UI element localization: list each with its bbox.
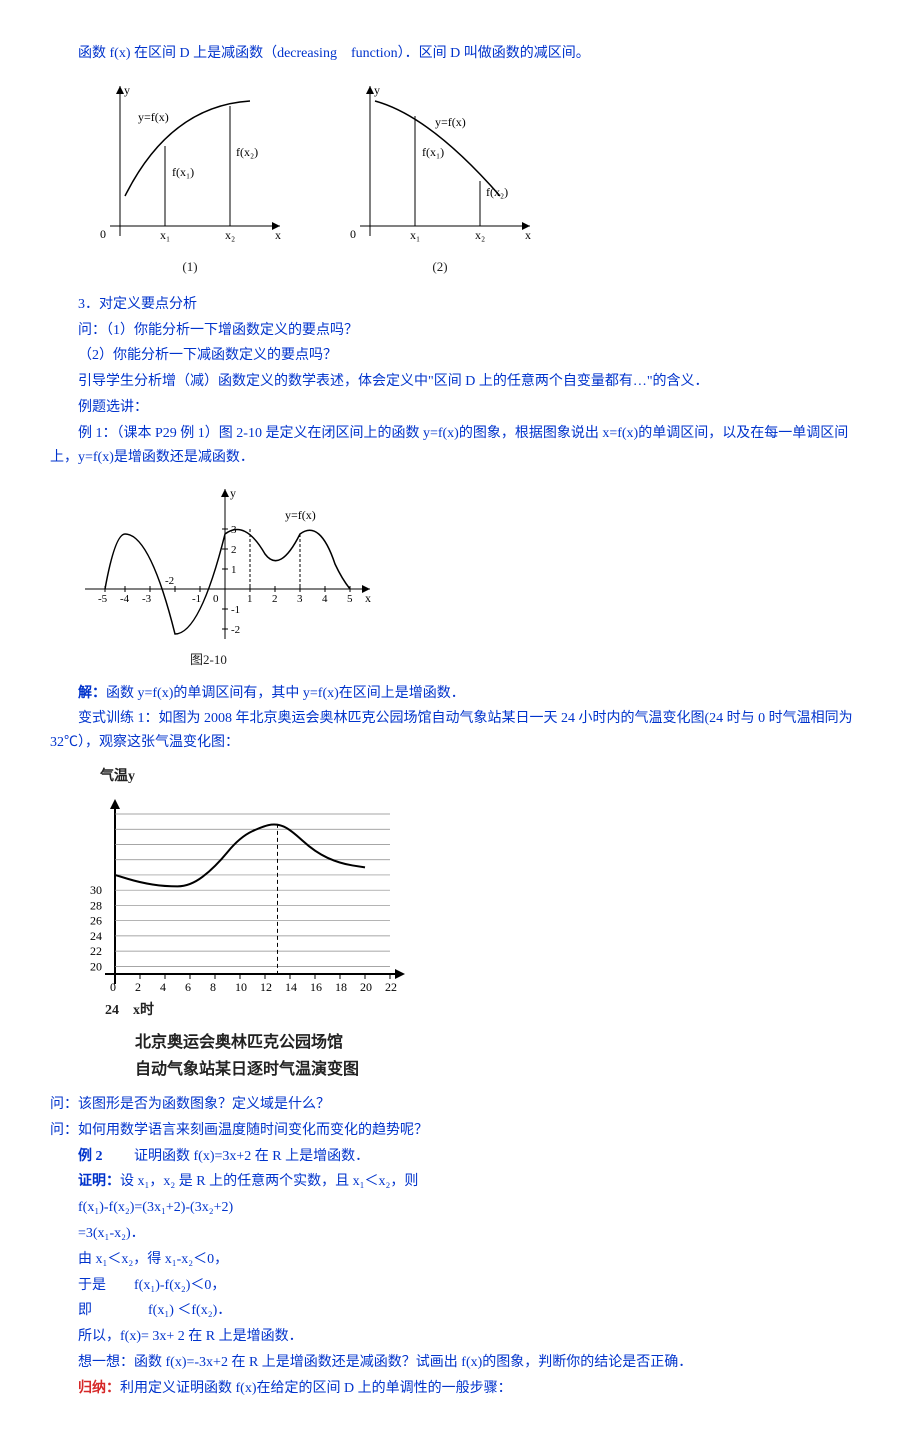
x2-tick: x₂ <box>225 228 235 242</box>
xtick: 0 <box>213 593 219 605</box>
fx1: f(x₁) <box>422 145 444 159</box>
solution-text: 函数 y=f(x)的单调区间有，其中 y=f(x)在区间上是增函数． <box>106 686 465 701</box>
x-label: x <box>525 228 531 242</box>
temp-caption-2: 自动气象站某日逐时气温演变图 <box>135 1056 870 1083</box>
svg-text:30: 30 <box>90 883 102 897</box>
ytick: 1 <box>231 564 237 576</box>
curve-label: y=f(x) <box>285 508 316 522</box>
solution-label: 解： <box>78 686 106 701</box>
proof-7: 所以，f(x)= 3x+ 2 在 R 上是增函数． <box>50 1325 870 1349</box>
proof-4: 由 x₁＜x₂，得 x₁-x₂＜0， <box>50 1248 870 1272</box>
x-label: x <box>365 591 371 605</box>
proof-2: f(x₁)-f(x₂)=(3x₁+2)-(3x₂+2) <box>50 1196 870 1220</box>
svg-text:22: 22 <box>90 944 102 958</box>
curve-label: y=f(x) <box>138 110 169 124</box>
temp-caption-1: 北京奥运会奥林匹克公园场馆 <box>135 1029 870 1056</box>
svg-text:14: 14 <box>285 980 297 994</box>
x1-tick: x₁ <box>160 228 170 242</box>
svg-text:18: 18 <box>335 980 347 994</box>
svg-text:12: 12 <box>260 980 272 994</box>
summary-text: 利用定义证明函数 f(x)在给定的区间 D 上的单调性的一般步骤： <box>120 1381 512 1396</box>
xtick: 2 <box>272 593 278 605</box>
xtick: 5 <box>347 593 353 605</box>
fx2: f(x₂) <box>486 185 508 199</box>
svg-text:20: 20 <box>360 980 372 994</box>
ytick: 2 <box>231 544 237 556</box>
diagrams-increasing-decreasing: y x 0 y=f(x) f(x₁) f(x₂) x₁ x₂ (1) y x 0… <box>90 76 870 278</box>
fx2: f(x₂) <box>236 145 258 159</box>
fig-caption: 图2-10 <box>190 649 870 671</box>
y-label: y <box>124 83 130 97</box>
temp-xlabel: 24 x时 <box>105 999 870 1023</box>
section-3-title: 3．对定义要点分析 <box>50 293 870 317</box>
svg-text:26: 26 <box>90 913 102 927</box>
proof-label: 证明： <box>78 1174 120 1189</box>
summary-label: 归纳： <box>78 1381 120 1396</box>
xtick: -1 <box>192 593 201 605</box>
proof-5: 于是 f(x₁)-f(x₂)＜0， <box>50 1274 870 1298</box>
xtick-neg3: -3 <box>142 593 152 605</box>
fx1: f(x₁) <box>172 165 194 179</box>
caption-2: (2) <box>340 256 540 278</box>
ytick: -1 <box>231 604 240 616</box>
proof-3: =3(x₁-x₂)． <box>50 1222 870 1246</box>
proof-line-1: 证明：设 x₁，x₂ 是 R 上的任意两个实数，且 x₁＜x₂，则 <box>50 1170 870 1194</box>
guide-text: 引导学生分析增（减）函数定义的数学表述，体会定义中"区间 D 上的任意两个自变量… <box>50 370 870 394</box>
diagram-decreasing: y x 0 y=f(x) f(x₁) f(x₂) x₁ x₂ (2) <box>340 76 540 278</box>
x-label: x <box>275 228 281 242</box>
xtick: 1 <box>247 593 253 605</box>
origin: 0 <box>350 227 356 241</box>
example-2-line: 例 2 证明函数 f(x)=3x+2 在 R 上是增函数． <box>50 1145 870 1169</box>
x1-tick: x₁ <box>410 228 420 242</box>
svg-text:20: 20 <box>90 959 102 973</box>
summary-line: 归纳：利用定义证明函数 f(x)在给定的区间 D 上的单调性的一般步骤： <box>50 1377 870 1401</box>
temperature-chart: 气温y 302826242220 0246810121416182022 24 … <box>80 765 870 1083</box>
proof-6: 即 f(x₁) ＜f(x₂)． <box>50 1299 870 1323</box>
caption-1: (1) <box>90 256 290 278</box>
svg-text:8: 8 <box>210 980 216 994</box>
svg-text:10: 10 <box>235 980 247 994</box>
svg-text:22: 22 <box>385 980 397 994</box>
xtick: 3 <box>297 593 303 605</box>
diagram-increasing: y x 0 y=f(x) f(x₁) f(x₂) x₁ x₂ (1) <box>90 76 290 278</box>
ytick: -2 <box>231 624 240 636</box>
question-2: （2）你能分析一下减函数定义的要点吗？ <box>50 344 870 368</box>
example-2-text: 证明函数 f(x)=3x+2 在 R 上是增函数． <box>134 1149 369 1164</box>
x2-tick: x₂ <box>475 228 485 242</box>
question-4: 问：该图形是否为函数图象？定义域是什么？ <box>50 1093 870 1117</box>
svg-text:2: 2 <box>135 980 141 994</box>
think: 想一想：函数 f(x)=-3x+2 在 R 上是增函数还是减函数？试画出 f(x… <box>50 1351 870 1375</box>
figure-2-10: y x y=f(x) 3 2 1 -1 -2 -5 -4 -2 -1 0 1 2… <box>80 479 870 671</box>
svg-text:28: 28 <box>90 898 102 912</box>
svg-text:24: 24 <box>90 929 102 943</box>
example-2-label: 例 2 <box>78 1149 103 1164</box>
question-5: 问：如何用数学语言来刻画温度随时间变化而变化的趋势呢？ <box>50 1119 870 1143</box>
svg-text:16: 16 <box>310 980 322 994</box>
svg-text:4: 4 <box>160 980 166 994</box>
xtick: -5 <box>98 593 108 605</box>
definition-decreasing: 函数 f(x) 在区间 D 上是减函数（decreasing function）… <box>50 42 870 66</box>
svg-text:6: 6 <box>185 980 191 994</box>
xtick: 4 <box>322 593 328 605</box>
temp-ylabel: 气温y <box>100 765 870 789</box>
variant-1: 变式训练 1：如图为 2008 年北京奥运会奥林匹克公园场馆自动气象站某日一天 … <box>50 707 870 755</box>
origin: 0 <box>100 227 106 241</box>
xtick: -2 <box>165 575 174 587</box>
example-1: 例 1：（课本 P29 例 1）图 2-10 是定义在闭区间上的函数 y=f(x… <box>50 422 870 470</box>
example-select: 例题选讲： <box>50 396 870 420</box>
question-1: 问：（1）你能分析一下增函数定义的要点吗？ <box>50 319 870 343</box>
y-label: y <box>230 486 236 500</box>
xtick: -4 <box>120 593 130 605</box>
curve-label: y=f(x) <box>435 115 466 129</box>
y-label: y <box>374 83 380 97</box>
solution-line: 解：函数 y=f(x)的单调区间有，其中 y=f(x)在区间上是增函数． <box>50 682 870 706</box>
proof-1: 设 x₁，x₂ 是 R 上的任意两个实数，且 x₁＜x₂，则 <box>120 1174 418 1189</box>
svg-text:0: 0 <box>110 980 116 994</box>
